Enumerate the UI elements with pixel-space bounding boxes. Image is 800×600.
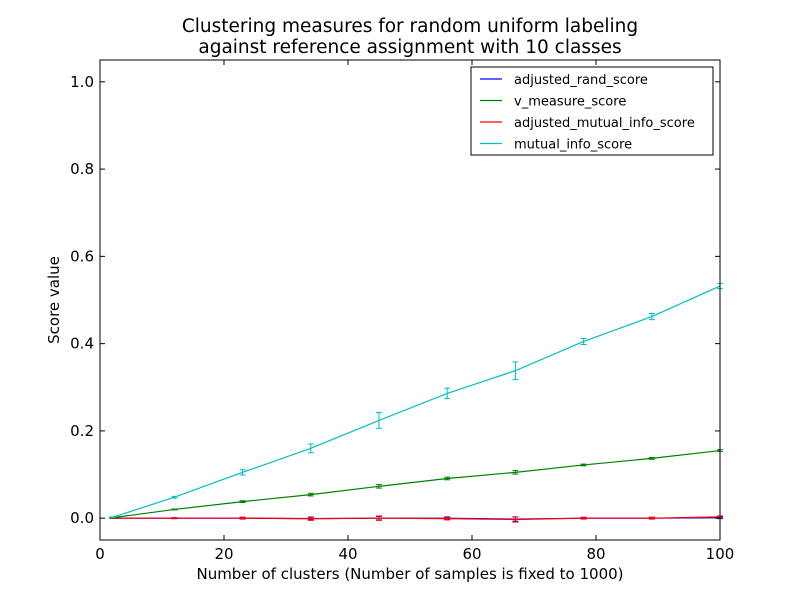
chart-title-line-2: against reference assignment with 10 cla…	[198, 37, 621, 58]
legend-label: v_measure_score	[514, 95, 626, 110]
error-bar	[239, 500, 246, 503]
ticks-layer: 0 20 40 60 80 100 0.0 0.2 0.4 0.6 0.8 1.0	[70, 60, 734, 563]
error-bar	[580, 337, 587, 346]
error-bar	[444, 476, 451, 481]
error-bar	[648, 516, 655, 520]
legend-item-v-measure-score: v_measure_score	[480, 95, 626, 110]
x-tick-label: 20	[214, 545, 233, 563]
y-tick-label: 0.2	[70, 422, 94, 440]
series-line-v-measure-score	[112, 449, 721, 519]
series-mutual-info-score	[109, 282, 723, 519]
x-tick-label: 0	[95, 545, 105, 563]
legend-label: mutual_info_score	[514, 138, 632, 153]
error-bar	[444, 387, 451, 400]
error-bar	[444, 516, 451, 521]
legend: adjusted_rand_score v_measure_scoreadjust…	[470, 66, 714, 156]
error-bar	[171, 508, 178, 511]
error-bar	[648, 313, 655, 321]
legend-item-mutual-info-score: mutual_info_score	[480, 138, 632, 153]
error-bar	[307, 516, 314, 521]
y-tick-label: 0.4	[70, 335, 94, 353]
series-adjusted-mutual-info-score	[109, 515, 723, 523]
error-bar	[376, 484, 382, 489]
x-tick-label: 60	[462, 545, 481, 563]
error-bar	[512, 361, 519, 380]
legend-label: adjusted_mutual_info_score	[514, 116, 695, 131]
chart-title-line-1: Clustering measures for random uniform l…	[182, 16, 638, 37]
y-axis-label: Score value	[45, 256, 63, 344]
error-bar	[648, 457, 655, 460]
y-tick-label: 0.8	[70, 160, 94, 178]
error-bar	[239, 469, 246, 476]
series-line-mutual-info-score	[112, 285, 721, 518]
error-bar	[109, 516, 116, 519]
error-bar	[171, 517, 178, 520]
error-bar	[376, 412, 382, 429]
y-tick-label: 1.0	[70, 73, 94, 91]
error-bar	[512, 516, 519, 523]
legend-label: adjusted_rand_score	[514, 73, 648, 88]
series-layer	[109, 282, 723, 523]
series-line-adjusted-mutual-info-score	[112, 516, 721, 521]
x-axis-label: Number of clusters (Number of samples is…	[196, 565, 623, 583]
error-bar	[512, 470, 519, 475]
y-tick-label: 0.0	[70, 509, 94, 527]
error-bar	[239, 516, 246, 520]
legend-item-adjusted-mutual-info-score: adjusted_mutual_info_score	[480, 116, 695, 131]
x-tick-label: 40	[338, 545, 357, 563]
error-bar	[580, 463, 587, 467]
plot-frame	[99, 59, 721, 541]
y-tick-label: 0.6	[70, 247, 94, 265]
error-bar	[171, 495, 178, 499]
error-bar	[307, 443, 314, 454]
legend-box	[470, 66, 714, 156]
error-bar	[307, 492, 314, 497]
x-tick-label: 100	[706, 545, 735, 563]
error-bar	[376, 515, 382, 521]
error-bar	[580, 516, 587, 520]
x-tick-label: 80	[586, 545, 605, 563]
chart-title: Clustering measures for random uniform l…	[182, 16, 638, 58]
legend-item-adjusted-rand-score: adjusted_rand_score	[480, 73, 648, 88]
